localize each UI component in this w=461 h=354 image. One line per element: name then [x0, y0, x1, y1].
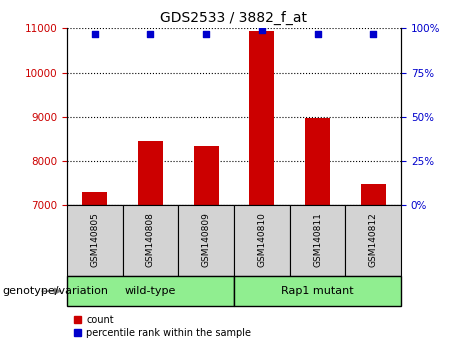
- Text: GSM140808: GSM140808: [146, 212, 155, 267]
- Bar: [67, 205, 123, 276]
- Bar: [123, 205, 178, 276]
- Bar: [234, 276, 401, 306]
- Bar: [345, 205, 401, 276]
- Point: [314, 31, 321, 36]
- Text: Rap1 mutant: Rap1 mutant: [281, 286, 354, 296]
- Text: GSM140809: GSM140809: [201, 212, 211, 267]
- Bar: [82, 192, 107, 205]
- Text: wild-type: wild-type: [125, 286, 176, 296]
- Bar: [67, 276, 234, 306]
- Bar: [138, 141, 163, 205]
- Title: GDS2533 / 3882_f_at: GDS2533 / 3882_f_at: [160, 10, 307, 24]
- Point: [147, 31, 154, 36]
- Bar: [305, 118, 330, 205]
- Text: GSM140812: GSM140812: [369, 212, 378, 267]
- Text: GSM140810: GSM140810: [257, 212, 266, 267]
- Point: [91, 31, 98, 36]
- Bar: [290, 205, 345, 276]
- Legend: count, percentile rank within the sample: count, percentile rank within the sample: [72, 313, 253, 339]
- Text: GSM140805: GSM140805: [90, 212, 99, 267]
- Bar: [361, 184, 386, 205]
- Text: GSM140811: GSM140811: [313, 212, 322, 267]
- Bar: [234, 205, 290, 276]
- Point: [258, 27, 266, 33]
- Bar: [178, 205, 234, 276]
- Text: genotype/variation: genotype/variation: [2, 286, 108, 296]
- Point: [370, 31, 377, 36]
- Point: [202, 31, 210, 36]
- Bar: [249, 30, 274, 205]
- Bar: [194, 145, 219, 205]
